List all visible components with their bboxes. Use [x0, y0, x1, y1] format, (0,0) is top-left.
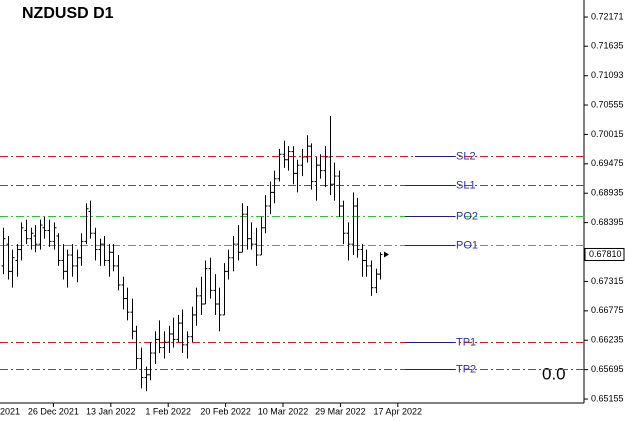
x-tick-label: 20 Feb 2022	[200, 406, 251, 416]
level-label: SL2	[456, 150, 476, 162]
y-tick-label: 0.72171	[591, 11, 624, 21]
x-tick-label: 26 Dec 2021	[28, 406, 79, 416]
annotation: 0.0	[542, 364, 566, 383]
level-label: PO2	[456, 210, 478, 222]
level-label: PO1	[456, 239, 478, 251]
x-tick-label: 13 Jan 2022	[86, 406, 136, 416]
x-tick-label: 2021	[0, 406, 20, 416]
x-tick-label: 17 Apr 2022	[374, 406, 423, 416]
y-tick-label: 0.71093	[591, 70, 624, 80]
level-label: TP1	[456, 336, 476, 348]
y-tick-label: 0.66775	[591, 305, 624, 315]
x-tick-label: 1 Feb 2022	[145, 406, 191, 416]
y-tick-label: 0.66235	[591, 335, 624, 345]
y-tick-label: 0.70555	[591, 99, 624, 109]
y-tick-label: 0.65155	[591, 393, 624, 403]
x-tick-label: 10 Mar 2022	[258, 406, 309, 416]
price-label: 0.67810	[589, 249, 622, 259]
y-tick-label: 0.71635	[591, 41, 624, 51]
chart-title: NZDUSD D1	[22, 5, 114, 22]
y-tick-label: 0.69475	[591, 158, 624, 168]
x-tick-label: 29 Mar 2022	[315, 406, 366, 416]
y-tick-label: 0.65695	[591, 364, 624, 374]
y-tick-label: 0.70015	[591, 129, 624, 139]
price-flag	[384, 251, 389, 258]
y-tick-label: 0.68935	[591, 188, 624, 198]
level-label: TP2	[456, 363, 476, 375]
price-box	[584, 247, 625, 261]
level-label: SL1	[456, 179, 476, 191]
y-tick-label: 0.68395	[591, 217, 624, 227]
y-tick-label: 0.67315	[591, 276, 624, 286]
